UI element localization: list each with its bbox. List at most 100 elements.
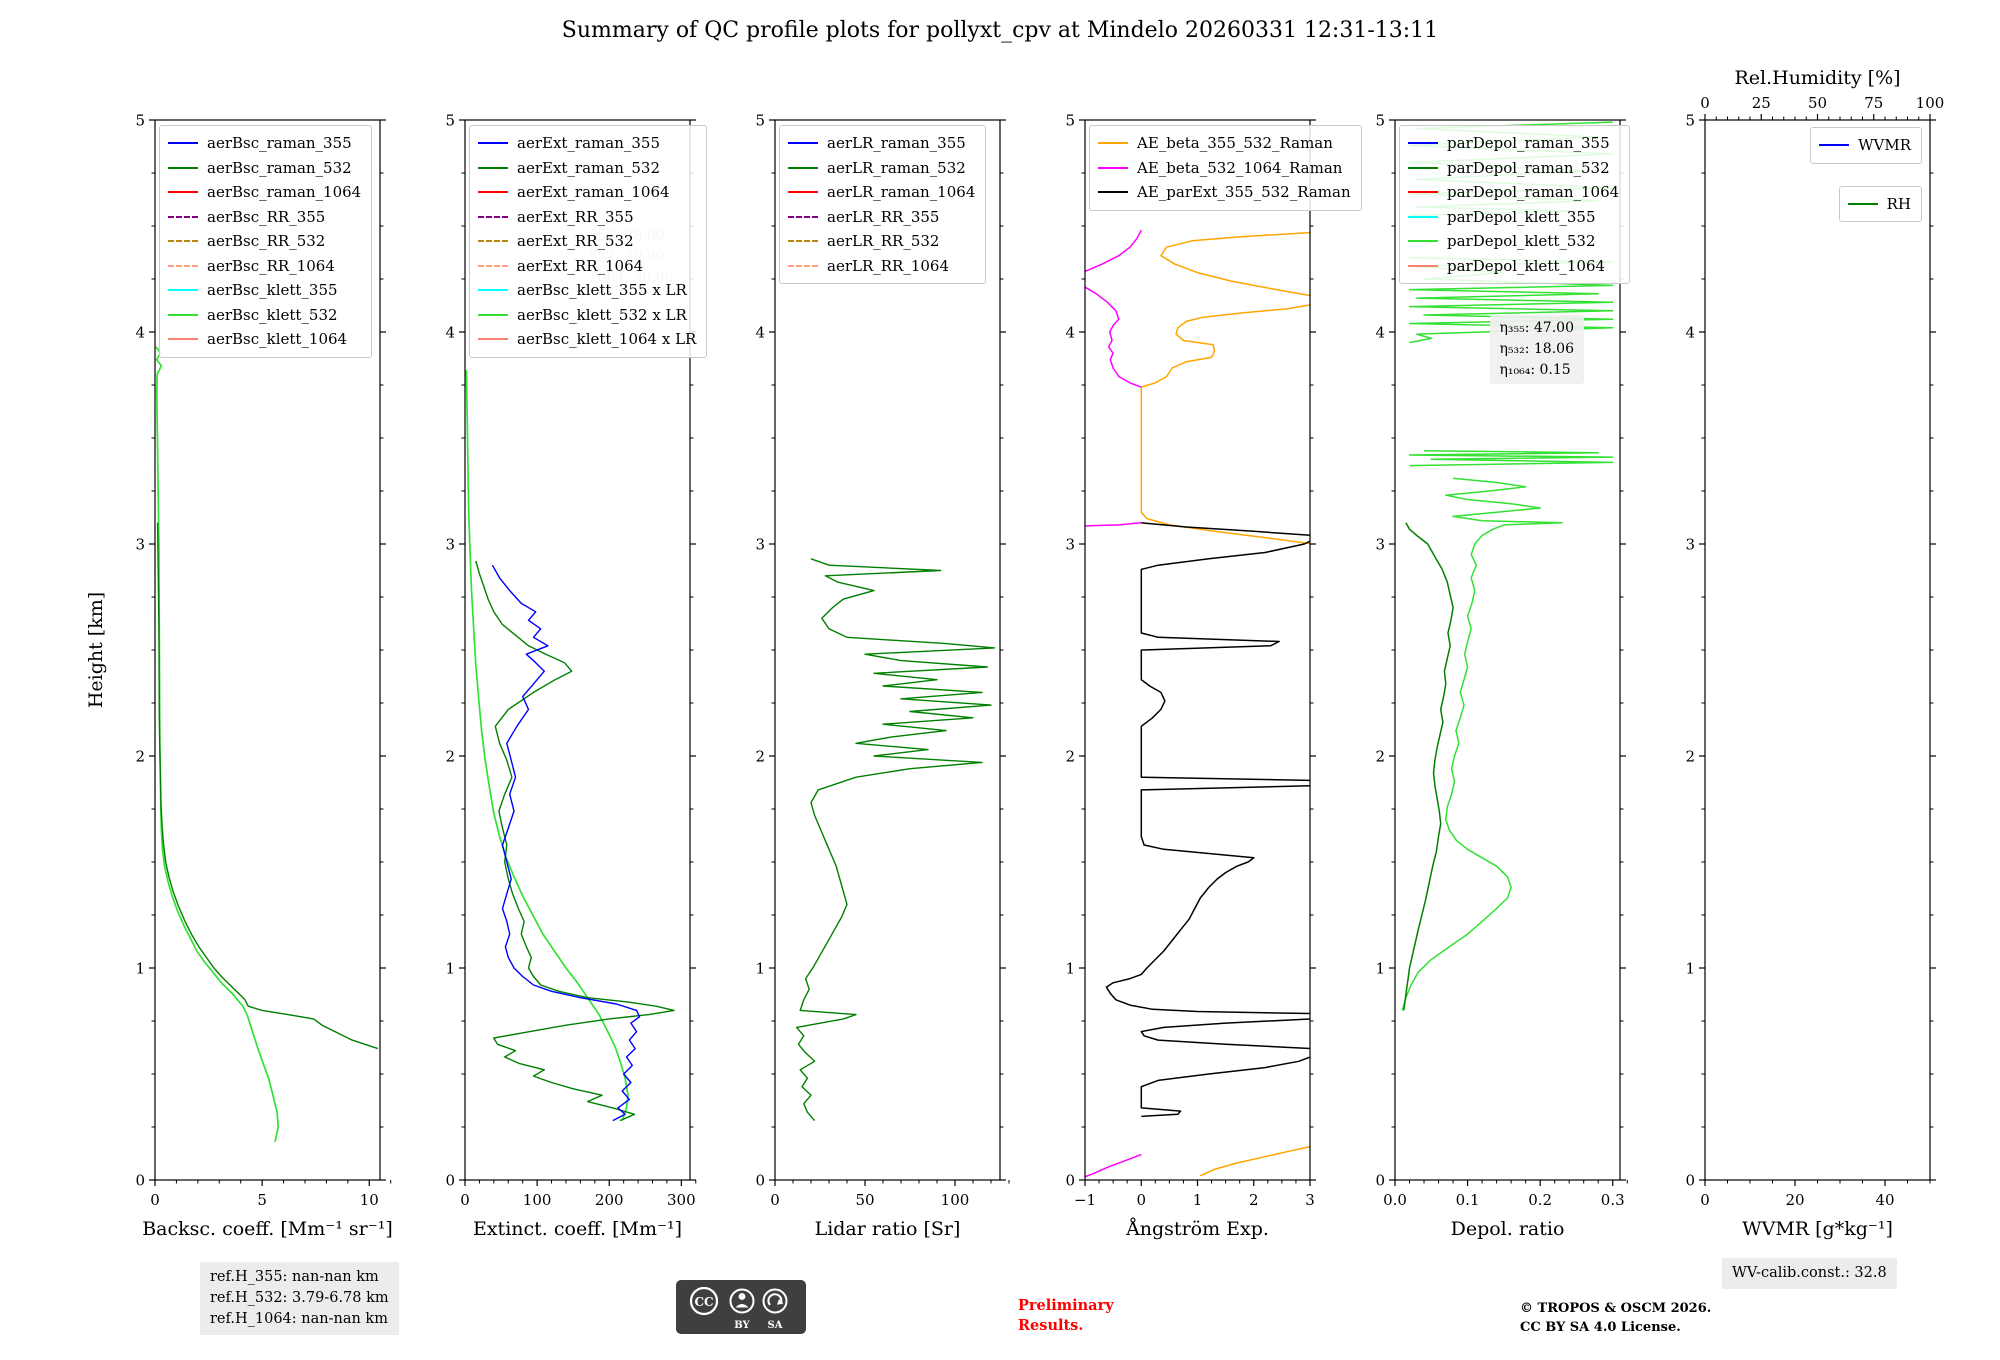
legend-line-sample bbox=[788, 215, 818, 218]
legend-label: aerBsc_RR_532 bbox=[207, 232, 326, 251]
y-tick-label: 0 bbox=[1375, 1172, 1385, 1190]
legend-entry: aerLR_raman_355 bbox=[788, 131, 975, 156]
legend-entry: parDepol_raman_532 bbox=[1408, 156, 1619, 181]
annotation-line: η₅₃₂: 18.06 bbox=[1499, 341, 1574, 358]
y-tick-label: 3 bbox=[135, 536, 145, 554]
y-tick-label: 2 bbox=[445, 748, 455, 766]
y-tick-label: 2 bbox=[1685, 748, 1695, 766]
cc-icon: CC bbox=[689, 1286, 719, 1316]
legend-line-sample bbox=[1408, 264, 1438, 267]
copyright-line1: © TROPOS & OSCM 2026. bbox=[1520, 1301, 1712, 1316]
top-tick-label: 25 bbox=[1752, 94, 1771, 112]
legend-angstroem: AE_beta_355_532_Raman AE_beta_532_1064_Ra… bbox=[1089, 125, 1362, 211]
series-aerBsc_klett_532 bbox=[155, 346, 280, 1142]
legend-line-sample bbox=[1098, 142, 1128, 145]
legend-label: RH bbox=[1886, 194, 1911, 213]
x-tick-label: 50 bbox=[855, 1191, 874, 1209]
legend-lidar-ratio: aerLR_raman_355 aerLR_raman_532 aerLR_rama… bbox=[779, 125, 987, 284]
legend-label: parDepol_raman_1064 bbox=[1447, 183, 1620, 202]
legend-label: aerLR_RR_355 bbox=[827, 207, 940, 226]
legend-entry: aerBsc_klett_1064 x LR bbox=[478, 327, 696, 352]
y-tick-label: 5 bbox=[755, 112, 765, 130]
legend-label: aerExt_raman_1064 bbox=[517, 183, 670, 202]
legend-entry: aerBsc_RR_532 bbox=[168, 229, 361, 254]
y-tick-label: 2 bbox=[1375, 748, 1385, 766]
by-label: BY bbox=[734, 1320, 750, 1331]
legend-entry: parDepol_klett_1064 bbox=[1408, 254, 1619, 279]
x-tick-label: −1 bbox=[1074, 1191, 1096, 1209]
legend-entry: aerExt_raman_1064 bbox=[478, 180, 696, 205]
legend-entry: AE_beta_355_532_Raman bbox=[1098, 131, 1351, 156]
legend-line-sample bbox=[478, 142, 508, 145]
y-tick-label: 1 bbox=[1685, 960, 1695, 978]
x-tick-label: 10 bbox=[360, 1191, 379, 1209]
legend-box: WVMR bbox=[1810, 127, 1922, 164]
legend-label: aerBsc_raman_355 bbox=[207, 134, 352, 153]
top-tick-label: 0 bbox=[1700, 94, 1710, 112]
legend-line-sample bbox=[168, 289, 198, 292]
legend-box: RH bbox=[1838, 185, 1922, 222]
y-tick-label: 3 bbox=[755, 536, 765, 554]
y-tick-label: 0 bbox=[1685, 1172, 1695, 1190]
legend-line-sample bbox=[1819, 144, 1850, 147]
x-axis-label-extinction: Extinct. coeff. [Mm⁻¹] bbox=[473, 1218, 682, 1240]
legend-line-sample bbox=[168, 338, 198, 341]
legend-label: parDepol_klett_1064 bbox=[1447, 256, 1606, 275]
y-tick-label: 4 bbox=[1375, 324, 1385, 342]
legend-line-sample bbox=[168, 166, 198, 169]
legend-entry: aerBsc_raman_532 bbox=[168, 156, 361, 181]
legend-line-sample bbox=[168, 264, 198, 267]
legend-line-sample bbox=[478, 166, 508, 169]
x-axis-label-lidar-ratio: Lidar ratio [Sr] bbox=[815, 1218, 961, 1240]
legend-line-sample bbox=[788, 191, 818, 194]
y-tick-label: 3 bbox=[1685, 536, 1695, 554]
legend-label: parDepol_klett_532 bbox=[1447, 232, 1596, 251]
panel-backscatter: 0 1 2 3 4 5 0 5 10 Backsc. coeff. [Mm⁻¹ sr⁻¹] bbox=[135, 112, 393, 1241]
legend-entry: parDepol_raman_355 bbox=[1408, 131, 1619, 156]
ref-height-532: ref.H_532: 3.79-6.78 km bbox=[210, 1290, 389, 1307]
series-aerExt_raman_355 bbox=[491, 564, 641, 1122]
annotation-depol: η₃₅₅: 47.00 η₅₃₂: 18.06 η₁₀₆₄: 0.15 bbox=[1489, 315, 1584, 385]
legend-line-sample bbox=[168, 191, 198, 194]
y-tick-label: 1 bbox=[755, 960, 765, 978]
legend-entry: aerExt_RR_355 bbox=[478, 205, 696, 230]
legend-line-sample bbox=[168, 313, 198, 316]
legend-depol: parDepol_raman_355 parDepol_raman_532 parD… bbox=[1399, 125, 1631, 284]
x-tick-label: 40 bbox=[1875, 1191, 1894, 1209]
legend-label: AE_parExt_355_532_Raman bbox=[1137, 183, 1351, 202]
series-parDepol_klett_532 bbox=[1408, 449, 1614, 467]
y-tick-label: 2 bbox=[1065, 748, 1075, 766]
legend-label: parDepol_klett_355 bbox=[1447, 207, 1596, 226]
legend-label: aerLR_RR_532 bbox=[827, 232, 940, 251]
legend-line-sample bbox=[1408, 215, 1438, 218]
legend-line-sample bbox=[1408, 240, 1438, 243]
legend-entry: AE_beta_532_1064_Raman bbox=[1098, 156, 1351, 181]
x-tick-label: 200 bbox=[595, 1191, 624, 1209]
legend-backscatter: aerBsc_raman_355 aerBsc_raman_532 aerBsc_r… bbox=[159, 125, 373, 358]
legend-line-sample bbox=[1408, 142, 1438, 145]
legend-line-sample bbox=[1408, 166, 1438, 169]
legend-entry: aerExt_raman_532 bbox=[478, 156, 696, 181]
legend-entry: aerLR_raman_1064 bbox=[788, 180, 975, 205]
series-aerLR_raman_532 bbox=[795, 558, 996, 1122]
preliminary-line1: Preliminary bbox=[1018, 1297, 1114, 1314]
top-axis-label: Rel.Humidity [%] bbox=[1734, 67, 1900, 89]
legend-entry: aerBsc_klett_532 x LR bbox=[478, 303, 696, 328]
x-axis-label-backscatter: Backsc. coeff. [Mm⁻¹ sr⁻¹] bbox=[142, 1218, 393, 1240]
y-tick-label: 4 bbox=[755, 324, 765, 342]
y-tick-label: 1 bbox=[1065, 960, 1075, 978]
legend-label: aerBsc_raman_1064 bbox=[207, 183, 362, 202]
legend-entry: aerExt_raman_355 bbox=[478, 131, 696, 156]
sa-arrow-icon bbox=[762, 1288, 788, 1314]
y-tick-label: 3 bbox=[1375, 536, 1385, 554]
series-AE_parExt_355_532_Raman bbox=[1105, 522, 1310, 1118]
legend-line-sample bbox=[788, 166, 818, 169]
cc-badge-graphic: CC BY SA bbox=[676, 1280, 806, 1334]
legend-entry: AE_parExt_355_532_Raman bbox=[1098, 180, 1351, 205]
legend-line-sample bbox=[478, 289, 508, 292]
legend-extinction: aerExt_raman_355 aerExt_raman_532 aerExt_r… bbox=[469, 125, 708, 358]
legend-line-sample bbox=[478, 313, 508, 316]
wv-calib-box: WV-calib.const.: 32.8 bbox=[1722, 1258, 1897, 1290]
legend-entry: aerLR_RR_1064 bbox=[788, 254, 975, 279]
